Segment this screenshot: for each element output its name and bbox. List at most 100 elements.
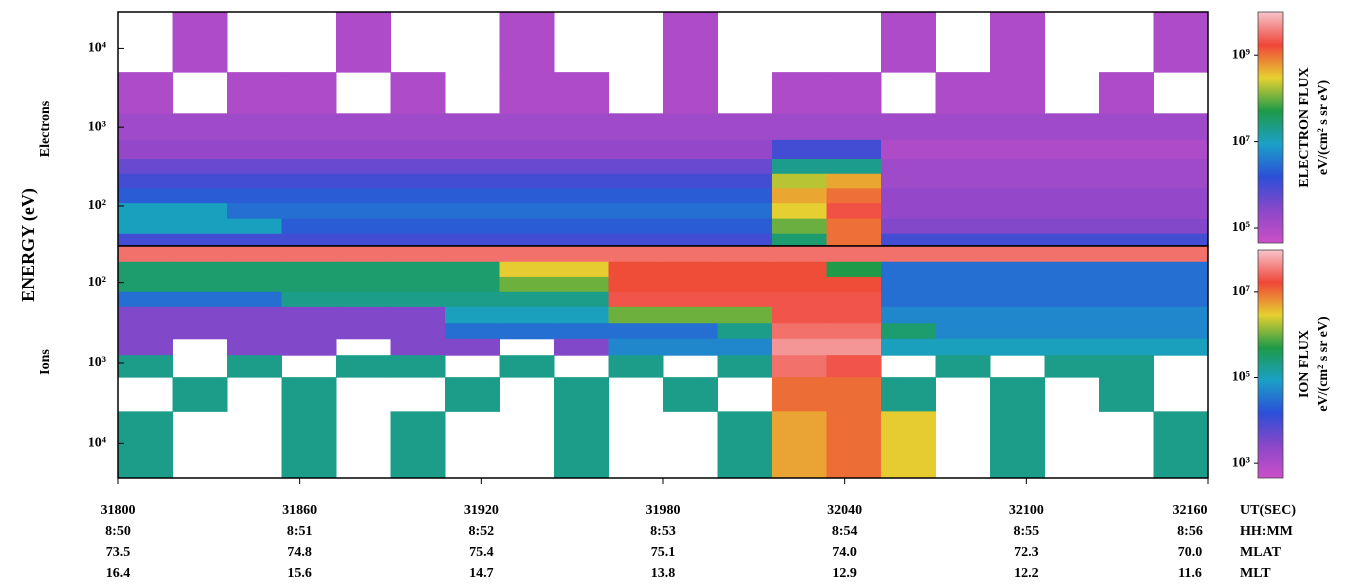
spectrogram-cell xyxy=(118,246,173,263)
spectrogram-cell xyxy=(881,246,936,263)
spectrogram-cell xyxy=(281,158,337,174)
spectrogram-cell xyxy=(281,202,337,219)
spectrogram-cell xyxy=(445,139,500,160)
spectrogram-cell xyxy=(826,233,882,246)
spectrogram-cell xyxy=(227,158,282,174)
spectrogram-cell xyxy=(990,306,1045,324)
x-row-value: 16.4 xyxy=(106,566,131,581)
spectrogram-cell xyxy=(1099,246,1154,263)
spectrogram-cell xyxy=(1099,202,1154,219)
spectrogram-cell xyxy=(772,187,827,204)
spectrogram-cell xyxy=(826,276,882,293)
x-row-value: 11.6 xyxy=(1178,566,1202,581)
spectrogram-cell xyxy=(881,338,936,356)
colorbar-tick-label: 10³ xyxy=(1232,455,1250,470)
spectrogram-cell xyxy=(881,276,936,293)
spectrogram-cell xyxy=(1153,218,1208,234)
spectrogram-cell xyxy=(118,187,173,204)
spectrogram-cell xyxy=(118,139,173,160)
spectrogram-cell xyxy=(1099,377,1154,412)
spectrogram-cell xyxy=(1153,173,1208,189)
spectrogram-cell xyxy=(118,158,173,174)
spectrogram-cell xyxy=(227,261,282,278)
spectrogram-cell xyxy=(772,139,827,160)
spectrogram-cell xyxy=(390,218,446,234)
x-row-value: 75.4 xyxy=(469,545,494,560)
x-row-value: 73.5 xyxy=(106,545,131,560)
spectrogram-cell xyxy=(118,338,173,356)
spectrogram-cell xyxy=(717,187,773,204)
spectrogram-cell xyxy=(172,202,228,219)
spectrogram-cell xyxy=(281,411,337,478)
spectrogram-cell xyxy=(717,323,773,340)
spectrogram-cell xyxy=(118,202,173,219)
spectrogram-cell xyxy=(663,261,718,278)
spectrogram-cell xyxy=(772,173,827,189)
spectrogram-cell xyxy=(1153,261,1208,278)
spectrogram-cell xyxy=(172,261,228,278)
spectrogram-cell xyxy=(717,246,773,263)
spectrogram-cell xyxy=(881,12,936,73)
spectrogram-cell xyxy=(499,276,555,293)
x-tick-label: 31800 xyxy=(101,503,136,518)
spectrogram-cell xyxy=(554,173,609,189)
x-row-value: 8:56 xyxy=(1177,524,1203,539)
spectrogram-cell xyxy=(772,72,827,114)
x-row-label: MLAT xyxy=(1240,545,1282,560)
spectrogram-cell xyxy=(826,261,882,278)
spectrogram-cell xyxy=(227,173,282,189)
spectrogram-cell xyxy=(772,233,827,246)
x-row-value: 13.8 xyxy=(651,566,676,581)
spectrogram-cell xyxy=(1099,338,1154,356)
spectrogram-cell xyxy=(826,72,882,114)
spectrogram-cell xyxy=(445,291,500,308)
spectrogram-cell xyxy=(445,158,500,174)
spectrogram-cell xyxy=(554,158,609,174)
spectrogram-cell xyxy=(826,355,882,378)
spectrogram-cell xyxy=(990,72,1045,114)
spectrogram-cell xyxy=(772,261,827,278)
spectrogram-cell xyxy=(1153,12,1208,73)
x-row-value: 14.7 xyxy=(469,566,494,581)
y-axis-label: ENERGY (eV) xyxy=(18,188,39,302)
spectrogram-cell xyxy=(118,306,173,324)
spectrogram-cell xyxy=(390,113,446,140)
spectrogram-cell xyxy=(227,139,282,160)
spectrogram-cell xyxy=(1044,261,1100,278)
spectrogram-cell xyxy=(935,233,991,246)
spectrogram-cell xyxy=(118,218,173,234)
spectrogram-cell xyxy=(336,291,391,308)
spectrogram-cell xyxy=(1153,338,1208,356)
spectrogram-cell xyxy=(663,12,718,73)
spectrogram-cell xyxy=(118,291,173,308)
colorbar-tick-label: 10⁵ xyxy=(1232,370,1250,385)
spectrogram-cell xyxy=(1099,323,1154,340)
x-row-value: 8:55 xyxy=(1013,524,1039,539)
spectrogram-cell xyxy=(227,233,282,246)
x-tick-label: 31920 xyxy=(464,503,499,518)
spectrogram-cell xyxy=(118,113,173,140)
spectrogram-cell xyxy=(717,411,773,478)
spectrogram-cell xyxy=(281,246,337,263)
spectrogram-cell xyxy=(772,291,827,308)
spectrogram-cell xyxy=(554,187,609,204)
spectrogram-cell xyxy=(663,338,718,356)
spectrogram-cell xyxy=(990,12,1045,73)
spectrogram-cell xyxy=(881,173,936,189)
spectrogram-cell xyxy=(1099,261,1154,278)
spectrogram-cell xyxy=(499,202,555,219)
spectrogram-cell xyxy=(172,377,228,412)
spectrogram-cell xyxy=(663,72,718,114)
spectrogram-cell xyxy=(1153,113,1208,140)
spectrogram-cell xyxy=(935,187,991,204)
spectrogram-cell xyxy=(1099,355,1154,378)
spectrogram-cell xyxy=(717,202,773,219)
spectrogram-cell xyxy=(717,355,773,378)
spectrogram-cell xyxy=(935,72,991,114)
spectrogram-cell xyxy=(390,306,446,324)
spectrogram-cell xyxy=(172,158,228,174)
spectrogram-cell xyxy=(1099,139,1154,160)
spectrogram-panel xyxy=(118,246,1208,478)
spectrogram-cell xyxy=(499,355,555,378)
spectrogram-cell xyxy=(445,261,500,278)
